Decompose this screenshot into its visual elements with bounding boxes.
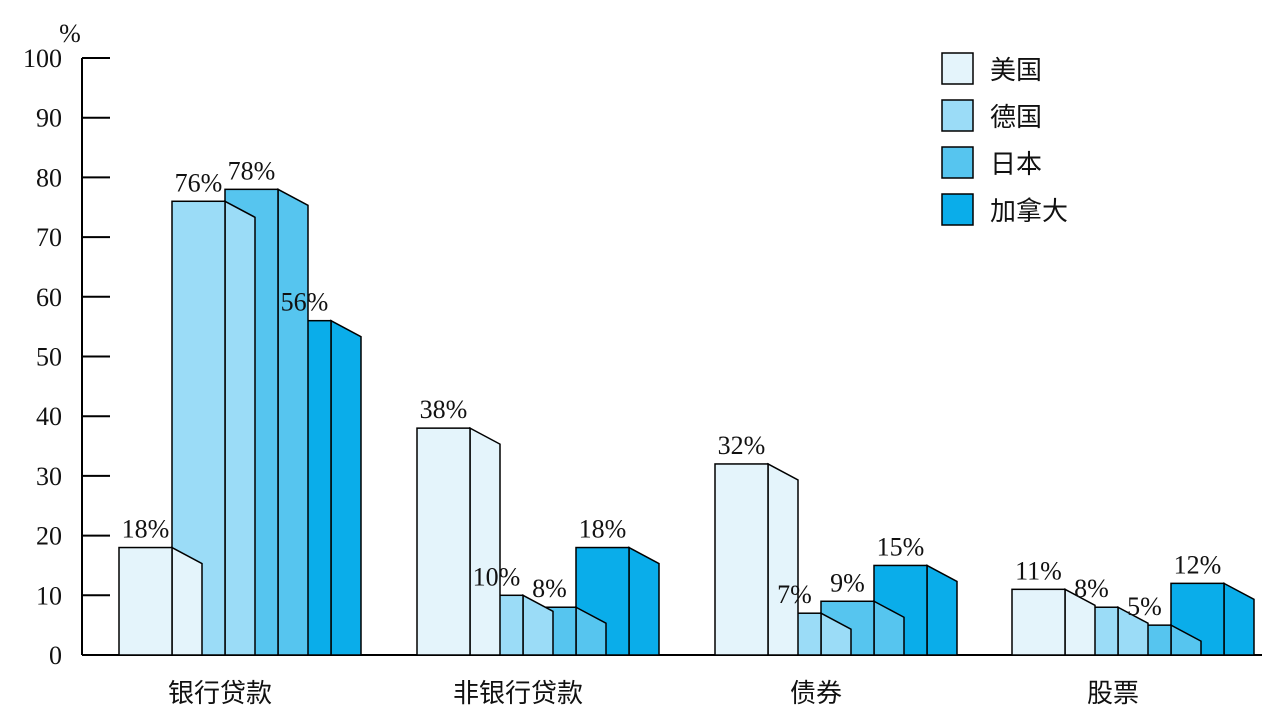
- y-tick-label: 60: [36, 283, 62, 312]
- data-label: 15%: [877, 532, 925, 561]
- bar-side-face: [522, 594, 554, 656]
- bar-side-face: [1223, 582, 1255, 656]
- bar-front-face: [118, 546, 173, 656]
- category-label: 股票: [1087, 679, 1139, 709]
- data-label: 9%: [830, 568, 865, 597]
- legend-label: 美国: [990, 56, 1042, 86]
- bar-layer: [118, 188, 1255, 656]
- legend-item: 德国: [941, 99, 1042, 133]
- data-label-layer: 18% 76% 78% 56% 38% 10% 8% 18% 32% 7% 9% 15% 11% 8% 5%…: [122, 156, 1222, 621]
- bar-4-1: [1011, 588, 1096, 656]
- category-label: 银行贷款: [168, 679, 272, 709]
- bar-side-face: [469, 426, 501, 656]
- legend-label: 加拿大: [990, 197, 1068, 227]
- bar-side-face: [926, 564, 958, 656]
- bar-side-face: [767, 462, 799, 656]
- bar-front-face: [714, 463, 769, 656]
- bar-side-face: [224, 200, 256, 656]
- data-label: 8%: [1074, 574, 1109, 603]
- bar-3-1: [714, 462, 799, 656]
- legend-swatch: [941, 99, 974, 132]
- y-axis-unit-label: %: [59, 19, 81, 48]
- data-label: 56%: [281, 288, 329, 317]
- data-label: 10%: [473, 562, 521, 591]
- bar-front-face: [416, 427, 471, 656]
- axis-layer: 0 10 20 30 40 50 60 70 80 90 100% 银行贷款 非银行贷款 债券 股票: [23, 19, 1262, 709]
- legend-swatch: [941, 146, 974, 179]
- legend-item: 加拿大: [941, 193, 1068, 227]
- legend-item: 日本: [941, 146, 1042, 180]
- data-label: 11%: [1015, 556, 1062, 585]
- y-tick-label: 70: [36, 223, 62, 252]
- y-tick-label: 20: [36, 522, 62, 551]
- y-tick-label: 10: [36, 581, 62, 610]
- legend-swatch: [941, 52, 974, 85]
- data-label: 78%: [228, 156, 276, 185]
- data-label: 38%: [420, 395, 468, 424]
- bar-side-face: [330, 319, 362, 656]
- data-label: 5%: [1127, 592, 1162, 621]
- y-tick-label: 50: [36, 343, 62, 372]
- data-label: 8%: [532, 574, 567, 603]
- category-label: 非银行贷款: [453, 679, 583, 709]
- category-label: 债券: [790, 679, 842, 709]
- bar-2-1: [416, 426, 501, 656]
- data-label: 18%: [579, 515, 627, 544]
- data-label: 18%: [122, 515, 170, 544]
- legend-item: 美国: [941, 52, 1042, 86]
- bar-side-face: [628, 546, 660, 656]
- data-label: 32%: [718, 431, 766, 460]
- bar-side-face: [277, 188, 309, 656]
- data-label: 7%: [777, 580, 812, 609]
- data-label: 12%: [1174, 550, 1222, 579]
- bar-front-face: [1011, 588, 1066, 656]
- y-tick-label: 0: [49, 641, 62, 670]
- bar-1-1: [118, 546, 203, 656]
- y-tick-label: 80: [36, 163, 62, 192]
- legend-label: 日本: [990, 150, 1042, 180]
- legend-swatch: [941, 193, 974, 226]
- y-tick-label: 100: [23, 44, 62, 73]
- y-tick-label: 30: [36, 462, 62, 491]
- bar-side-face: [171, 546, 203, 656]
- y-tick-label: 40: [36, 402, 62, 431]
- y-tick-label: 90: [36, 104, 62, 133]
- data-label: 76%: [175, 168, 223, 197]
- legend-label: 德国: [990, 103, 1042, 133]
